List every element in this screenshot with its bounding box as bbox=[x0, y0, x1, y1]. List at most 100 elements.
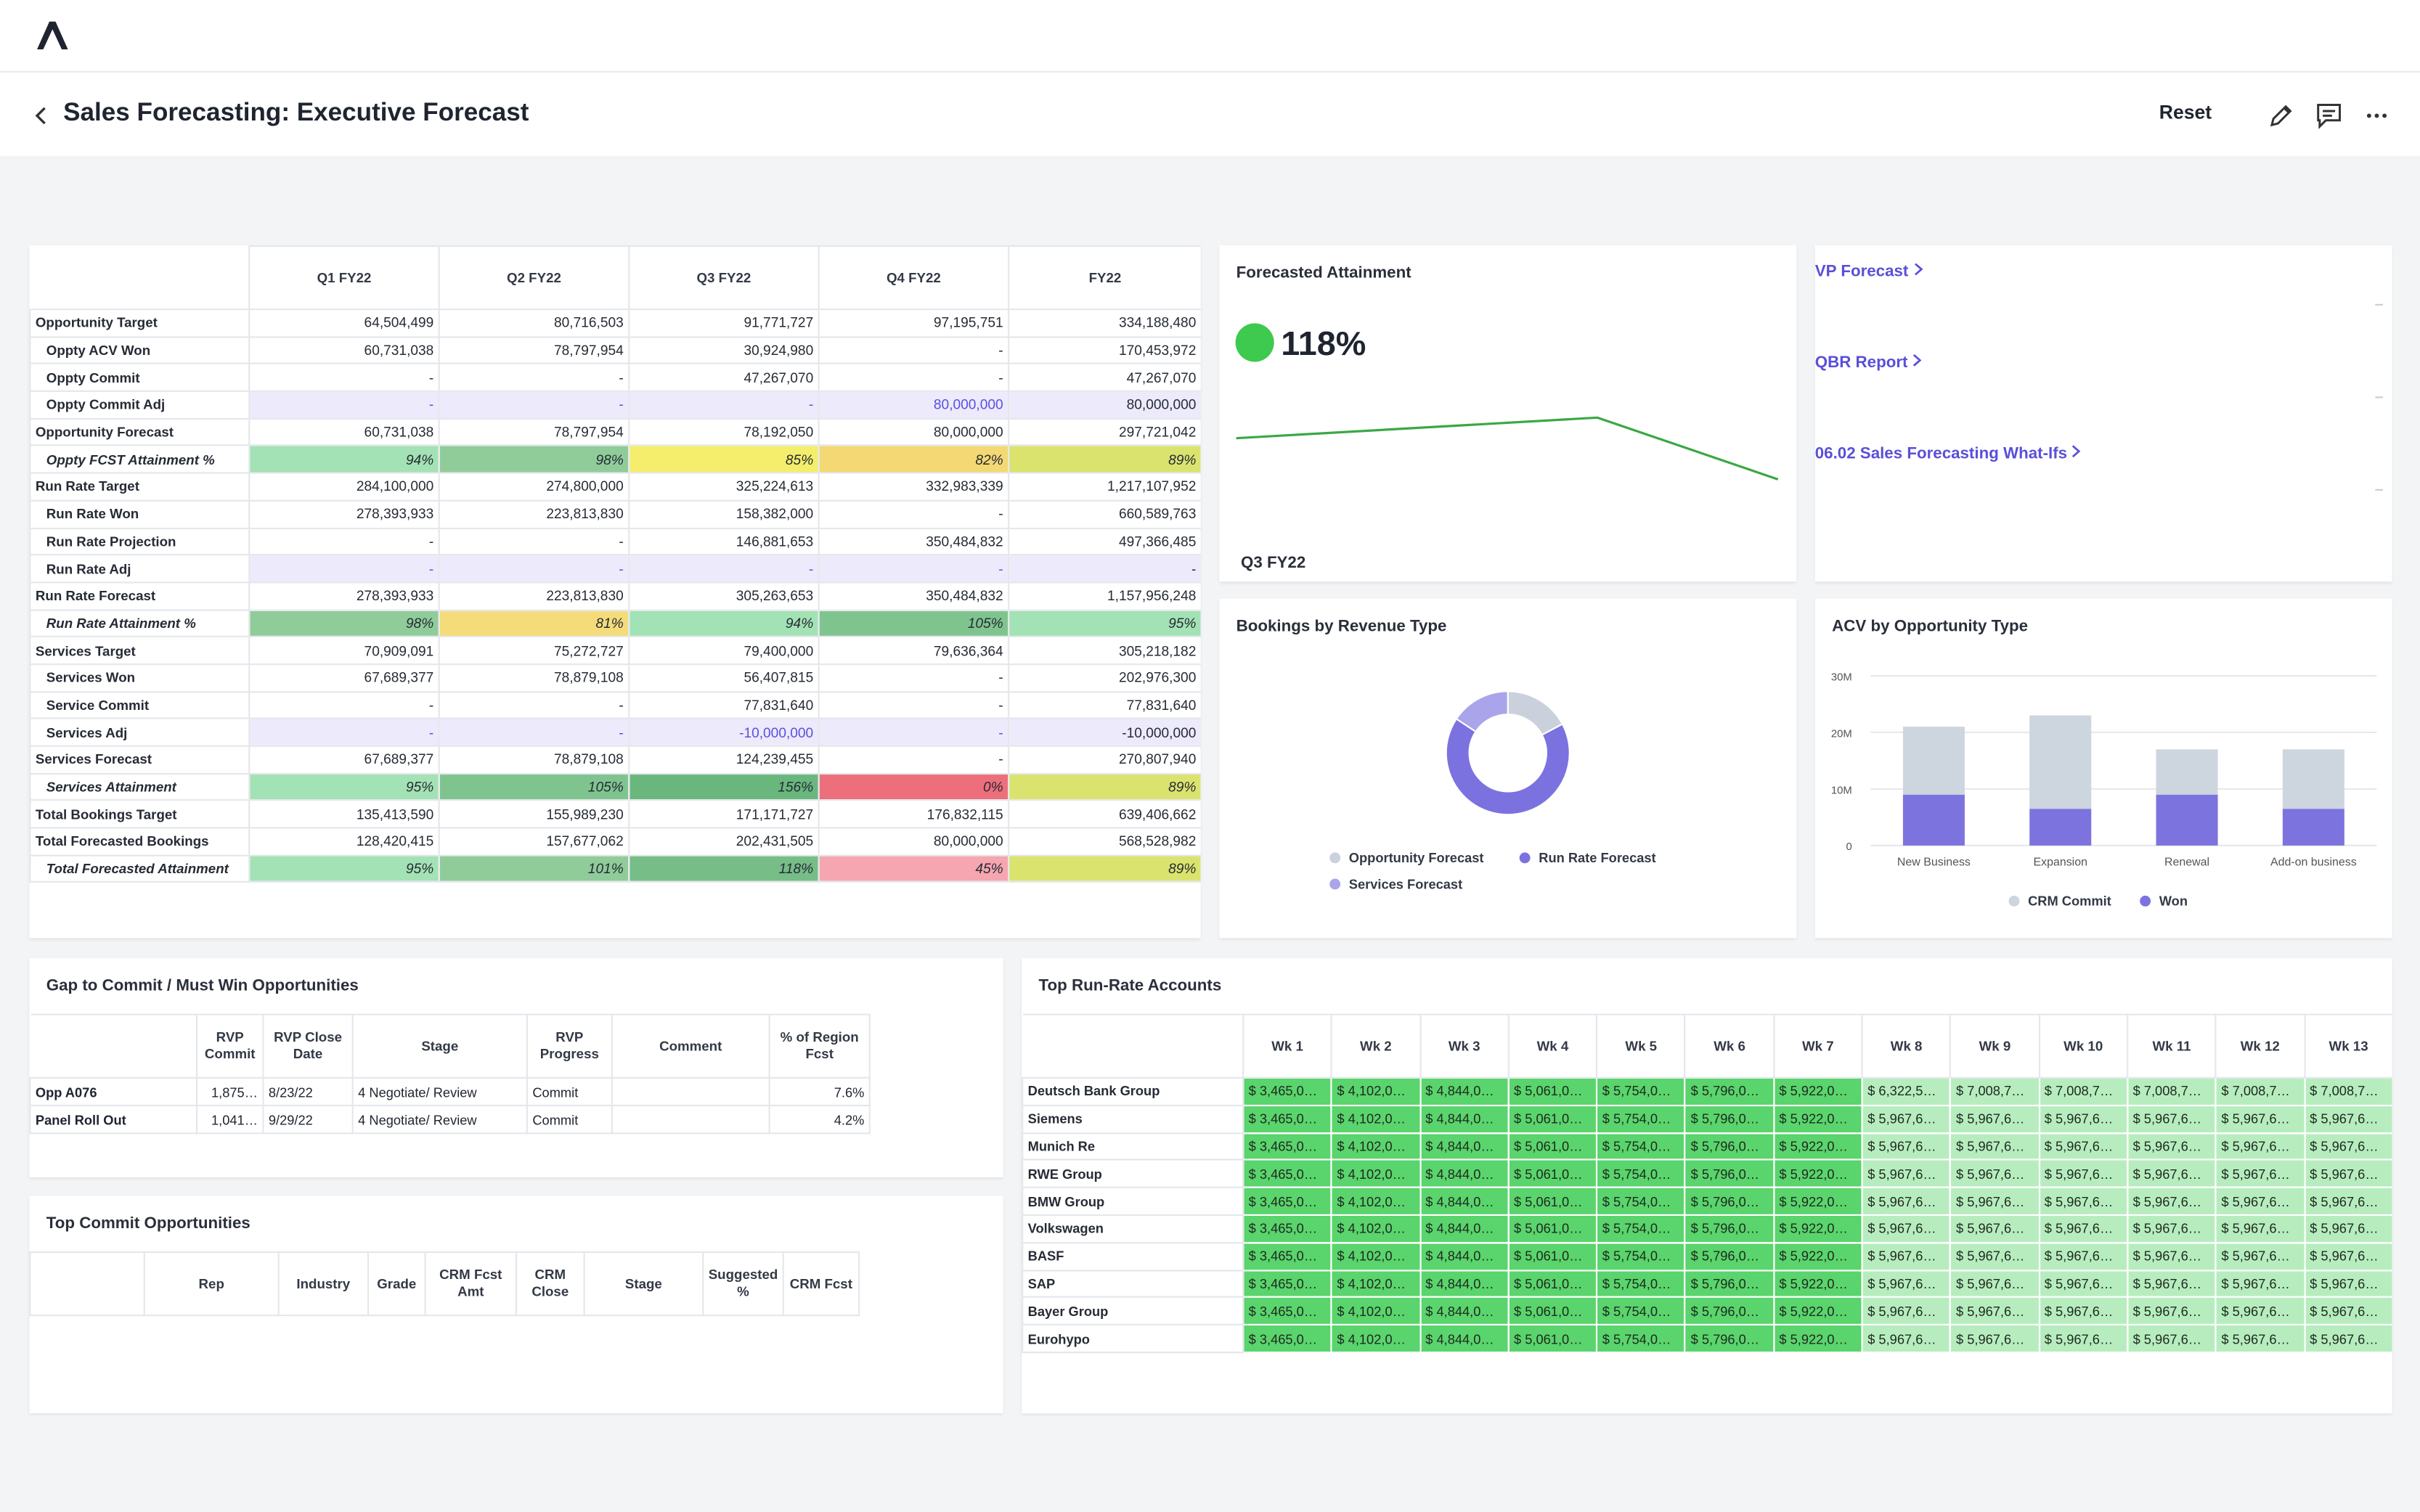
table-cell: 497,366,485 bbox=[1009, 528, 1201, 555]
table-cell: $ 3,465,0… bbox=[1243, 1215, 1332, 1243]
table-cell: 78,879,108 bbox=[439, 746, 629, 774]
table-cell: $ 5,922,0… bbox=[1774, 1160, 1862, 1188]
comment-icon[interactable] bbox=[2315, 102, 2342, 129]
table-cell: $ 5,967,6… bbox=[2216, 1243, 2305, 1270]
row-label: Oppty Commit bbox=[30, 364, 249, 391]
table-cell: 1,041… bbox=[197, 1106, 263, 1133]
table-cell: 284,100,000 bbox=[249, 473, 439, 501]
table-cell: $ 5,754,0… bbox=[1597, 1215, 1685, 1243]
column-header: Stage bbox=[353, 1015, 527, 1078]
table-row: Run Rate Attainment %98%81%94%105%95% bbox=[30, 610, 1200, 637]
more-icon[interactable] bbox=[2363, 102, 2390, 129]
table-cell: 47,267,070 bbox=[1009, 364, 1201, 391]
column-header: RVP Commit bbox=[197, 1015, 263, 1078]
table-cell: $ 5,061,0… bbox=[1509, 1160, 1597, 1188]
column-header: CRM Fcst bbox=[783, 1252, 859, 1315]
table-cell: $ 5,967,6… bbox=[2127, 1270, 2216, 1298]
column-header: Wk 13 bbox=[2305, 1015, 2392, 1078]
table-cell: $ 5,967,6… bbox=[2127, 1215, 2216, 1243]
edit-icon[interactable] bbox=[2268, 102, 2295, 129]
row-label: Services Adj bbox=[30, 719, 249, 746]
table-cell: $ 5,061,0… bbox=[1509, 1215, 1597, 1243]
table-cell: $ 3,465,0… bbox=[1243, 1297, 1332, 1325]
table-cell: 1,875… bbox=[197, 1078, 263, 1106]
column-header bbox=[30, 1252, 144, 1315]
table-cell: 146,881,653 bbox=[629, 528, 818, 555]
table-cell: 67,689,377 bbox=[249, 664, 439, 692]
report-link[interactable]: VP Forecast bbox=[1815, 262, 1924, 281]
table-cell: - bbox=[819, 719, 1009, 746]
table-cell: $ 4,844,0… bbox=[1420, 1106, 1509, 1133]
table-cell: 202,431,505 bbox=[629, 828, 818, 856]
table-cell: $ 5,967,6… bbox=[2039, 1297, 2127, 1325]
table-cell: 77,831,640 bbox=[629, 692, 818, 719]
table-cell: $ 5,061,0… bbox=[1509, 1132, 1597, 1160]
table-cell: 158,382,000 bbox=[629, 500, 818, 528]
table-cell: $ 5,922,0… bbox=[1774, 1215, 1862, 1243]
table-cell: $ 7,008,7… bbox=[2039, 1078, 2127, 1106]
table-cell: 47,267,070 bbox=[629, 364, 818, 391]
table-cell: $ 3,465,0… bbox=[1243, 1078, 1332, 1106]
row-label: Opportunity Target bbox=[30, 309, 249, 337]
table-row: Run Rate Target284,100,000274,800,000325… bbox=[30, 473, 1200, 501]
bar bbox=[1903, 795, 1965, 846]
column-header: Wk 8 bbox=[1862, 1015, 1951, 1078]
table-cell: $ 3,465,0… bbox=[1243, 1160, 1332, 1188]
kpi-dot bbox=[1236, 323, 1274, 361]
back-button[interactable] bbox=[33, 105, 52, 127]
x-tick-label: Add-on business bbox=[2270, 856, 2357, 868]
table-cell: $ 5,967,6… bbox=[2039, 1188, 2127, 1215]
table-cell: $ 5,967,6… bbox=[1862, 1297, 1951, 1325]
table-cell: $ 7,008,7… bbox=[2216, 1078, 2305, 1106]
table-cell: $ 5,967,6… bbox=[2216, 1106, 2305, 1133]
x-tick-label: Renewal bbox=[2164, 856, 2209, 868]
table-row: BASF$ 3,465,0…$ 4,102,0…$ 4,844,0…$ 5,06… bbox=[1022, 1243, 2392, 1270]
report-link[interactable]: 06.02 Sales Forecasting What-Ifs bbox=[1815, 444, 2083, 463]
table-cell: - bbox=[629, 555, 818, 583]
table-cell: $ 3,465,0… bbox=[1243, 1106, 1332, 1133]
table-cell: $ 5,922,0… bbox=[1774, 1078, 1862, 1106]
table-cell: $ 5,967,6… bbox=[2305, 1270, 2392, 1298]
table-cell: $ 5,967,6… bbox=[2305, 1297, 2392, 1325]
table-cell: $ 5,967,6… bbox=[2305, 1188, 2392, 1215]
divider-mark bbox=[2375, 489, 2383, 491]
table-cell: 82% bbox=[819, 446, 1009, 473]
table-cell: $ 5,967,6… bbox=[2039, 1132, 2127, 1160]
table-cell: 568,528,982 bbox=[1009, 828, 1201, 856]
table-cell: $ 5,967,6… bbox=[2127, 1188, 2216, 1215]
table-cell: 1,217,107,952 bbox=[1009, 473, 1201, 501]
table-cell: 60,731,038 bbox=[249, 337, 439, 364]
link-text[interactable]: 06.02 Sales Forecasting What-Ifs bbox=[1815, 444, 2067, 463]
table-cell: $ 5,967,6… bbox=[1862, 1243, 1951, 1270]
table-cell: $ 5,967,6… bbox=[2127, 1106, 2216, 1133]
table-cell: $ 4,844,0… bbox=[1420, 1132, 1509, 1160]
table-cell: 157,677,062 bbox=[439, 828, 629, 856]
logo[interactable] bbox=[34, 19, 74, 53]
table-cell bbox=[612, 1106, 770, 1133]
table-cell: $ 4,102,0… bbox=[1332, 1243, 1420, 1270]
table-cell: 80,716,503 bbox=[439, 309, 629, 337]
legend-label: Services Forecast bbox=[1349, 876, 1462, 891]
table-cell: $ 3,465,0… bbox=[1243, 1188, 1332, 1215]
table-row: Total Forecasted Attainment95%101%118%45… bbox=[30, 855, 1200, 883]
table-cell: 77,831,640 bbox=[1009, 692, 1201, 719]
row-label: RWE Group bbox=[1022, 1160, 1243, 1188]
report-link[interactable]: QBR Report bbox=[1815, 354, 1923, 372]
column-header: CRM Close bbox=[516, 1252, 584, 1315]
table-cell: - bbox=[819, 500, 1009, 528]
reset-button[interactable]: Reset bbox=[2159, 102, 2212, 123]
table-cell: $ 5,754,0… bbox=[1597, 1188, 1685, 1215]
link-text[interactable]: QBR Report bbox=[1815, 354, 1908, 372]
table-cell: $ 5,967,6… bbox=[1951, 1132, 2040, 1160]
table-cell: $ 5,796,0… bbox=[1685, 1297, 1774, 1325]
row-label: Service Commit bbox=[30, 692, 249, 719]
table-cell: 124,239,455 bbox=[629, 746, 818, 774]
y-tick-label: 20M bbox=[1831, 728, 1852, 740]
table-cell: - bbox=[819, 337, 1009, 364]
link-text[interactable]: VP Forecast bbox=[1815, 262, 1909, 281]
table-cell: $ 5,967,6… bbox=[2039, 1215, 2127, 1243]
table-cell: 78,879,108 bbox=[439, 664, 629, 692]
table-cell: $ 5,967,6… bbox=[2039, 1325, 2127, 1352]
